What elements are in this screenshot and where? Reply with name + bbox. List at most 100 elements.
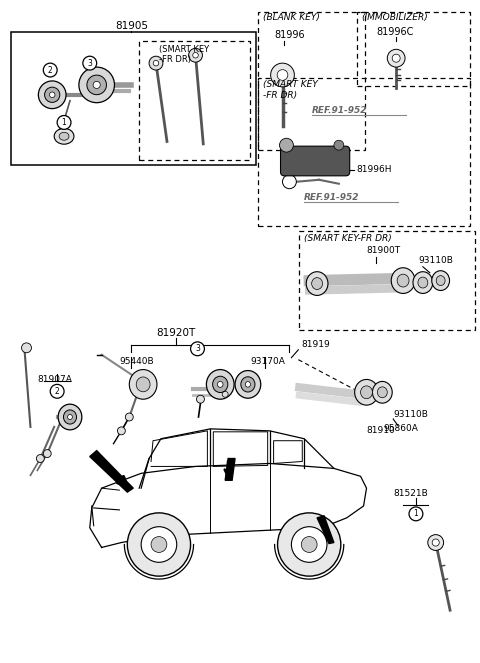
Circle shape: [409, 507, 423, 520]
Text: 2: 2: [48, 66, 53, 74]
Circle shape: [334, 141, 344, 150]
Ellipse shape: [79, 67, 114, 103]
Text: 3: 3: [87, 58, 92, 68]
Ellipse shape: [436, 276, 445, 286]
Ellipse shape: [68, 414, 72, 420]
Bar: [139, 41, 250, 160]
Circle shape: [50, 385, 64, 398]
Ellipse shape: [241, 377, 255, 392]
Text: 93110B: 93110B: [418, 257, 453, 265]
Circle shape: [196, 395, 204, 403]
Text: 1: 1: [414, 509, 418, 518]
Bar: [11, 32, 256, 165]
Circle shape: [191, 342, 204, 356]
Polygon shape: [90, 451, 133, 492]
Ellipse shape: [63, 410, 76, 424]
Ellipse shape: [38, 81, 66, 109]
Circle shape: [432, 539, 439, 546]
Ellipse shape: [355, 379, 378, 405]
Ellipse shape: [377, 387, 387, 398]
Ellipse shape: [93, 82, 100, 88]
Circle shape: [83, 56, 96, 70]
Circle shape: [43, 63, 57, 77]
Bar: [300, 231, 475, 330]
Text: 95860A: 95860A: [384, 424, 418, 434]
Circle shape: [392, 54, 400, 62]
Ellipse shape: [87, 75, 107, 95]
Circle shape: [125, 413, 133, 421]
Circle shape: [43, 450, 51, 457]
Text: 81900T: 81900T: [367, 247, 401, 255]
Text: 95440B: 95440B: [120, 357, 154, 366]
Ellipse shape: [129, 369, 157, 399]
Ellipse shape: [45, 87, 60, 102]
Text: (SMART KEY: (SMART KEY: [159, 45, 209, 54]
Circle shape: [291, 526, 327, 562]
Circle shape: [57, 115, 71, 129]
Text: 81910: 81910: [367, 426, 395, 436]
Text: -FR DR): -FR DR): [159, 54, 191, 64]
Ellipse shape: [391, 268, 415, 294]
Circle shape: [127, 513, 191, 576]
Ellipse shape: [213, 376, 228, 392]
Circle shape: [279, 139, 293, 152]
Polygon shape: [225, 459, 235, 480]
FancyBboxPatch shape: [280, 146, 350, 176]
Text: (BLANK KEY): (BLANK KEY): [263, 13, 320, 22]
Circle shape: [36, 455, 44, 463]
Ellipse shape: [206, 369, 234, 399]
Circle shape: [277, 513, 341, 576]
Circle shape: [153, 60, 159, 66]
Ellipse shape: [49, 92, 55, 97]
Text: 81996: 81996: [275, 30, 305, 40]
Ellipse shape: [54, 129, 74, 144]
Bar: [357, 12, 470, 86]
Text: 1: 1: [62, 118, 66, 127]
Ellipse shape: [418, 277, 428, 288]
Circle shape: [222, 391, 228, 397]
Polygon shape: [317, 516, 334, 544]
Text: 3: 3: [195, 344, 200, 353]
Circle shape: [277, 70, 288, 80]
Circle shape: [387, 49, 405, 67]
Text: 81907A: 81907A: [37, 375, 72, 384]
Text: 93170A: 93170A: [250, 357, 285, 366]
Ellipse shape: [413, 272, 433, 294]
Bar: [258, 12, 364, 150]
Ellipse shape: [235, 371, 261, 398]
Circle shape: [271, 63, 294, 87]
Ellipse shape: [360, 386, 372, 398]
Text: 81919: 81919: [301, 340, 330, 349]
Ellipse shape: [432, 271, 450, 290]
Text: 81996H: 81996H: [357, 165, 392, 174]
Ellipse shape: [306, 272, 328, 296]
Ellipse shape: [372, 381, 392, 403]
Text: (SMART KEY: (SMART KEY: [263, 80, 318, 90]
Ellipse shape: [58, 404, 82, 430]
Circle shape: [118, 427, 125, 435]
Text: REF.91-952: REF.91-952: [312, 106, 368, 115]
Circle shape: [301, 536, 317, 552]
Circle shape: [151, 536, 167, 552]
Text: (IMMOBILIZER): (IMMOBILIZER): [361, 13, 428, 22]
Circle shape: [59, 115, 69, 125]
Ellipse shape: [217, 381, 223, 387]
Circle shape: [428, 534, 444, 550]
Circle shape: [141, 526, 177, 562]
Text: 81521B: 81521B: [393, 489, 428, 498]
Text: 2: 2: [55, 387, 60, 396]
Text: -FR DR): -FR DR): [263, 91, 297, 100]
Ellipse shape: [245, 382, 251, 387]
Circle shape: [189, 48, 203, 62]
Text: 81905: 81905: [115, 21, 148, 30]
Text: 81920T: 81920T: [156, 328, 195, 338]
Ellipse shape: [59, 133, 69, 141]
Circle shape: [22, 343, 32, 353]
Bar: [258, 78, 470, 226]
Circle shape: [193, 52, 198, 58]
Text: REF.91-952: REF.91-952: [304, 193, 360, 202]
Ellipse shape: [397, 274, 409, 287]
Text: 93110B: 93110B: [393, 410, 428, 418]
Ellipse shape: [312, 278, 323, 290]
Text: (SMART KEY-FR DR): (SMART KEY-FR DR): [304, 233, 392, 243]
